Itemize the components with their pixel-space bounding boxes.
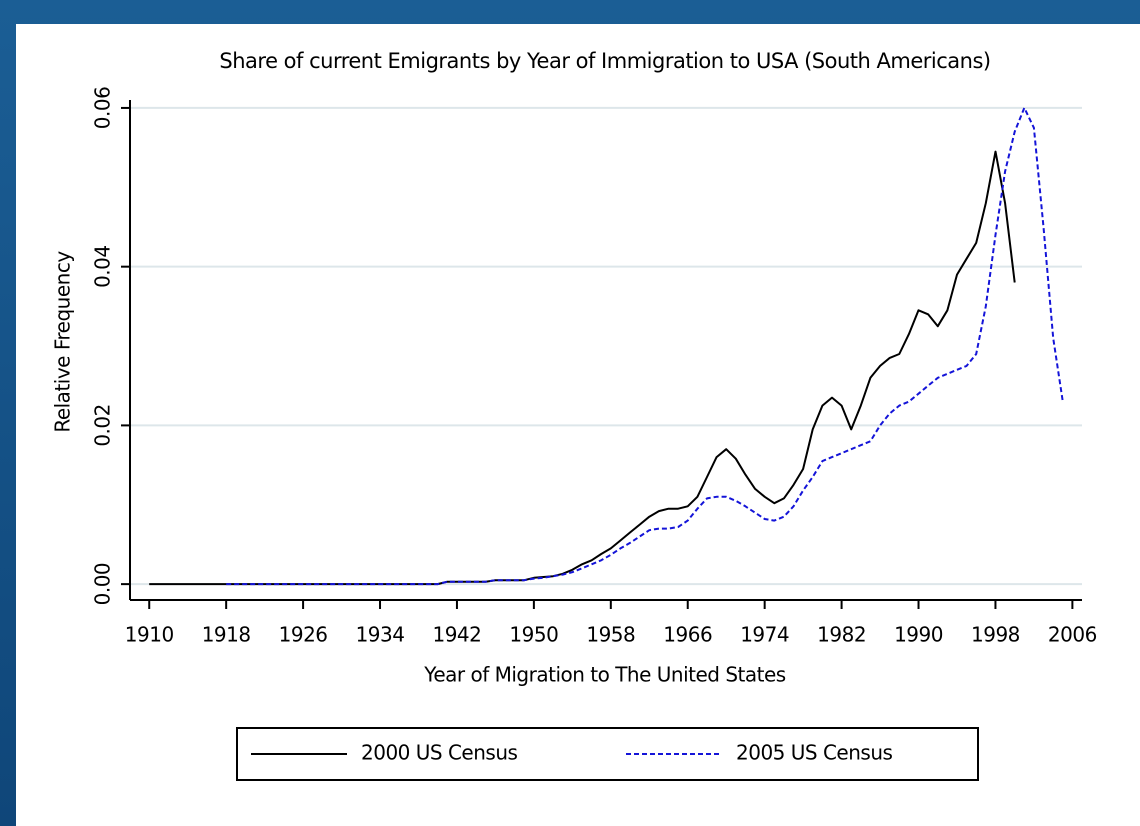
x-tick-label: 1990 bbox=[894, 623, 943, 647]
legend-box bbox=[236, 727, 979, 781]
x-tick-label: 1966 bbox=[663, 623, 712, 647]
y-tick-label: 0.02 bbox=[91, 404, 115, 447]
x-tick-label: 1926 bbox=[279, 623, 328, 647]
series-line bbox=[226, 106, 1064, 586]
x-tick-label: 1958 bbox=[586, 623, 635, 647]
y-tick-label: 0.06 bbox=[91, 87, 115, 130]
y-axis-title: Relative Frequency bbox=[51, 251, 75, 433]
x-axis-title: Year of Migration to The United States bbox=[423, 663, 785, 687]
x-tick-label: 1910 bbox=[125, 623, 174, 647]
y-tick-label: 0.04 bbox=[91, 245, 115, 288]
chart-title: Share of current Emigrants by Year of Im… bbox=[219, 49, 990, 73]
x-tick-label: 1950 bbox=[509, 623, 558, 647]
legend-label: 2005 US Census bbox=[736, 741, 892, 765]
x-tick-label: 1942 bbox=[432, 623, 481, 647]
x-tick-label: 1918 bbox=[202, 623, 251, 647]
x-tick-label: 1974 bbox=[740, 623, 789, 647]
x-tick-label: 1982 bbox=[817, 623, 866, 647]
y-tick-label: 0.00 bbox=[91, 563, 115, 606]
x-tick-label: 2006 bbox=[1048, 623, 1097, 647]
x-tick-label: 1998 bbox=[971, 623, 1020, 647]
legend-label: 2000 US Census bbox=[361, 741, 517, 765]
x-tick-label: 1934 bbox=[356, 623, 405, 647]
